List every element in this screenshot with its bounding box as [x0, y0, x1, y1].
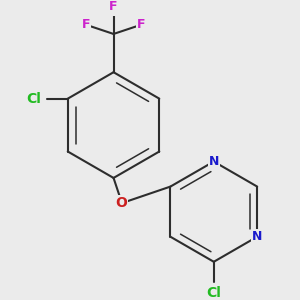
Text: Cl: Cl — [206, 286, 221, 300]
Text: O: O — [115, 196, 127, 211]
Text: F: F — [109, 0, 118, 13]
Text: N: N — [208, 155, 219, 168]
Text: F: F — [82, 18, 91, 31]
Text: N: N — [252, 230, 262, 243]
Text: F: F — [136, 18, 145, 31]
Text: Cl: Cl — [27, 92, 41, 106]
